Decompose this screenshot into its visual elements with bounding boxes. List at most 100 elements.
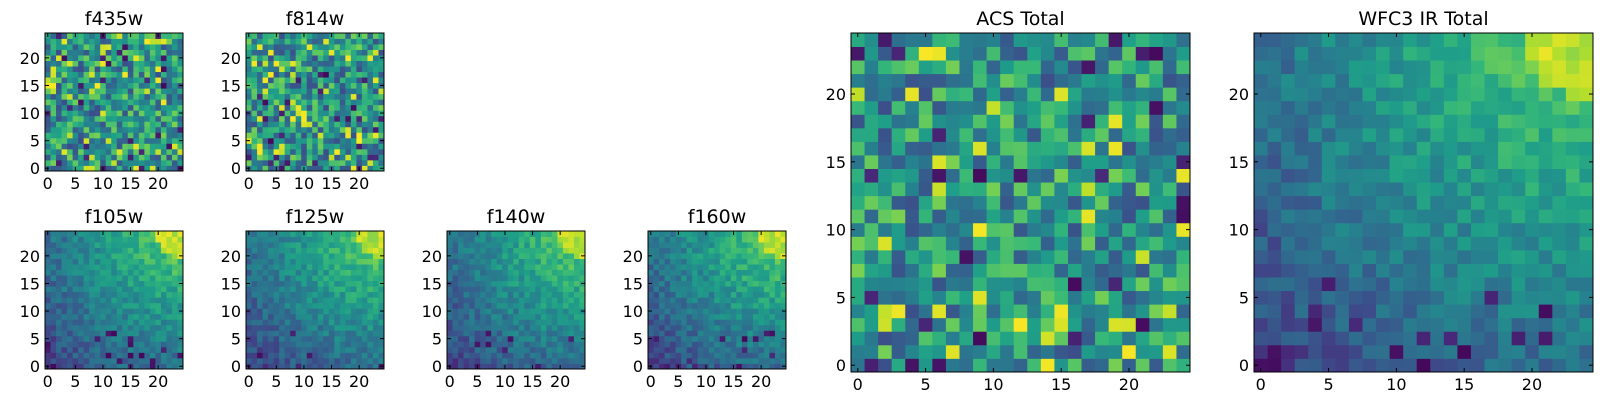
heatmap-cell [257,60,263,67]
heatmap-cell [703,275,710,282]
heatmap-cell [763,335,770,342]
panel-title: f160w [688,206,747,228]
heatmap-cell [149,335,156,342]
heatmap-cell [1149,249,1164,264]
heatmap-cell [83,88,90,95]
x-tick-label: 0 [244,372,254,391]
heatmap-cell [312,60,319,67]
heatmap-cell [447,236,453,243]
heatmap-cell [105,49,112,56]
heatmap-cell [149,88,156,95]
heatmap-cell [918,141,933,156]
heatmap-cell [361,66,368,73]
heatmap-cell [1348,317,1363,332]
heatmap-cell [339,297,346,304]
heatmap-cell [659,352,665,359]
heatmap-cell [851,358,865,373]
heatmap-cell [1054,195,1069,210]
heatmap-cell [864,358,879,373]
heatmap-cell [100,308,107,315]
heatmap-cell [758,247,765,254]
heatmap-cell [301,308,308,315]
heatmap-cell [339,357,346,364]
heatmap-cell [1579,249,1594,264]
heatmap-cell [279,126,286,133]
heatmap-cell [480,346,487,353]
heatmap-cell [1000,127,1015,142]
heatmap-cell [61,38,68,45]
heatmap-cell [356,357,363,364]
heatmap-cell [257,242,263,248]
heatmap-cell [105,247,112,254]
heatmap-cell [447,264,453,271]
heatmap-cell [105,137,112,144]
heatmap-cell [1135,304,1150,319]
heatmap-cell [144,38,151,45]
heatmap-cell [323,346,330,353]
heatmap-cell [1294,195,1309,210]
heatmap-cell [268,77,274,84]
heatmap-cell [72,82,79,89]
heatmap-cell [367,352,374,359]
heatmap-cell [703,291,710,298]
heatmap-cell [94,319,101,326]
heatmap-cell [334,99,341,106]
heatmap-cell [160,313,167,320]
heatmap-cell [317,137,324,144]
heatmap-cell [959,60,974,75]
heatmap-cell [56,308,62,315]
x-tick-label: 10 [294,372,314,391]
heatmap-cell [551,280,558,287]
heatmap-cell [334,330,341,337]
heatmap-cell [1443,168,1458,183]
heatmap-cell [284,302,291,309]
heatmap-cell [78,55,85,61]
heatmap-cell [279,33,286,39]
heatmap-cell [290,269,297,276]
heatmap-cell [573,231,580,237]
heatmap-cell [1067,155,1082,169]
heatmap-cell [273,335,280,342]
heatmap-cell [160,330,167,337]
heatmap-cell [568,236,575,243]
heatmap-cell [268,275,274,282]
heatmap-cell [1081,317,1096,332]
heatmap-cell [1538,236,1553,251]
heatmap-cell [171,302,178,309]
heatmap-cell [50,121,57,128]
heatmap-cell [295,66,302,73]
heatmap-cell [529,302,536,309]
heatmap-cell [769,308,776,315]
heatmap-cell [747,275,754,282]
heatmap-cell [496,280,503,287]
heatmap-cell [323,77,330,84]
heatmap-cell [284,154,291,161]
heatmap-cell [1538,358,1553,373]
heatmap-cell [138,66,145,73]
heatmap-cell [356,38,363,45]
heatmap-cell [474,275,481,282]
heatmap-cell [864,249,879,264]
heatmap-cell [301,115,308,122]
heatmap-cell [339,319,346,326]
heatmap-cell [1335,249,1350,264]
heatmap-cell [83,335,90,342]
heatmap-cell [334,104,341,111]
heatmap-cell [50,335,57,342]
heatmap-cell [83,93,90,100]
heatmap-cell [138,55,145,61]
heatmap-cell [502,357,509,364]
heatmap-cell [1443,195,1458,210]
heatmap-cell [986,209,1001,224]
heatmap-cell [356,44,363,50]
heatmap-cell [1108,114,1123,129]
heatmap-cell [719,363,726,370]
heatmap-cell [653,313,660,320]
heatmap-cell [133,291,140,298]
heatmap-cell [100,49,107,56]
heatmap-cell [279,330,286,337]
heatmap-cell [50,269,57,276]
heatmap-cell [72,357,79,364]
heatmap-cell [1457,195,1472,210]
heatmap-cell [177,236,184,243]
